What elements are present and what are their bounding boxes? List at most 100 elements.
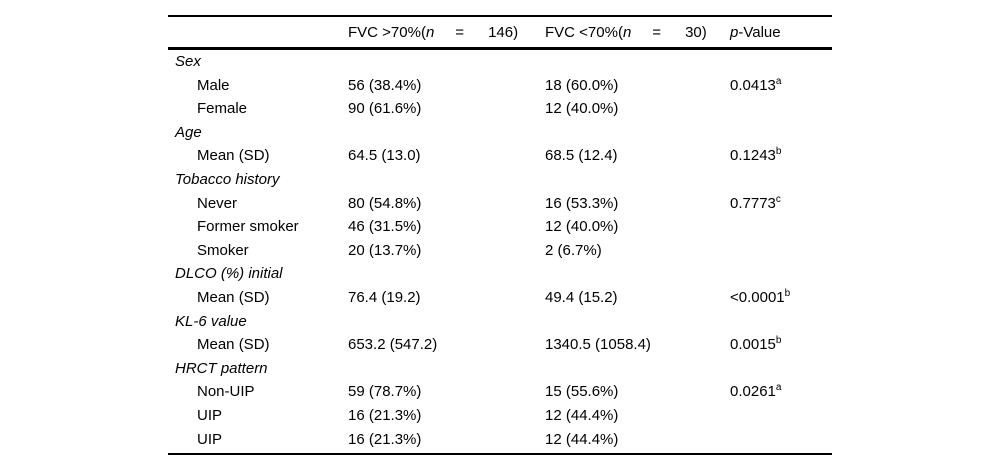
table-row: Mean (SD) 64.5 (13.0) 68.5 (12.4) 0.1243… bbox=[168, 144, 832, 168]
p-value-cell: 0.1243b bbox=[730, 144, 832, 168]
row-label-cell: Age bbox=[168, 121, 348, 145]
fvc-lt70-value: 1340.5 (1058.4) bbox=[545, 336, 651, 354]
fvc-gt70-value: 56 (38.4%) bbox=[348, 76, 422, 94]
row-label: Never bbox=[197, 194, 238, 212]
p-value-cell: <0.0001b bbox=[730, 286, 832, 310]
fvc-gt70-value: 59 (78.7%) bbox=[348, 383, 422, 401]
p-value-cell: 0.7773c bbox=[730, 192, 832, 216]
row-label: UIP bbox=[197, 406, 223, 424]
row-label-cell: Mean (SD) bbox=[168, 286, 348, 310]
header-p-rest: -Value bbox=[738, 23, 781, 41]
table-body: Sex Male 56 (38.4%) 18 (60.0%) 0.0413a F… bbox=[168, 50, 832, 451]
table-row: Mean (SD) 76.4 (19.2) 49.4 (15.2) <0.000… bbox=[168, 286, 832, 310]
fvc-lt70-value: 12 (44.4%) bbox=[545, 430, 619, 448]
table-row: Never 80 (54.8%) 16 (53.3%) 0.7773c bbox=[168, 192, 832, 216]
p-value-superscript: b bbox=[784, 287, 791, 299]
row-label: Mean (SD) bbox=[197, 147, 270, 165]
row-label-cell: UIP bbox=[168, 404, 348, 428]
table-row: Female 90 (61.6%) 12 (40.0%) bbox=[168, 97, 832, 121]
row-label-cell: Mean (SD) bbox=[168, 144, 348, 168]
row-label: Female bbox=[197, 100, 248, 118]
fvc-gt70-value: 653.2 (547.2) bbox=[348, 336, 438, 354]
row-label: UIP bbox=[197, 430, 223, 448]
row-label-cell: Sex bbox=[168, 50, 348, 74]
characteristics-table: FVC >70%(n = 146) FVC <70%(n = 30) p-Value S… bbox=[168, 15, 832, 456]
row-label-cell: Tobacco history bbox=[168, 168, 348, 192]
table-row: UIP 16 (21.3%) 12 (44.4%) bbox=[168, 428, 832, 452]
p-value: <0.0001 bbox=[730, 288, 785, 306]
row-label: Tobacco history bbox=[175, 170, 280, 188]
header-p-italic: p bbox=[730, 23, 739, 41]
header-fvc-lt70-count: 30) bbox=[685, 23, 707, 41]
row-label: Mean (SD) bbox=[197, 336, 270, 354]
fvc-lt70-value: 12 (40.0%) bbox=[545, 218, 619, 236]
p-value: 0.1243 bbox=[730, 147, 776, 165]
fvc-gt70-value: 20 (13.7%) bbox=[348, 241, 422, 259]
table-header-row: FVC >70%(n = 146) FVC <70%(n = 30) p-Value bbox=[168, 17, 832, 47]
row-label-cell: Male bbox=[168, 74, 348, 98]
row-label-cell: KL-6 value bbox=[168, 310, 348, 334]
p-value-cell: 0.0413a bbox=[730, 74, 832, 98]
fvc-gt70-value: 46 (31.5%) bbox=[348, 218, 422, 236]
table-row: Tobacco history bbox=[168, 168, 832, 192]
p-value-superscript: a bbox=[775, 75, 782, 87]
table-row: Sex bbox=[168, 50, 832, 74]
row-label: KL-6 value bbox=[175, 312, 247, 330]
row-label-cell: Mean (SD) bbox=[168, 333, 348, 357]
table-row: Non-UIP 59 (78.7%) 15 (55.6%) 0.0261a bbox=[168, 380, 832, 404]
table-header-rule bbox=[168, 47, 832, 50]
header-fvc-lt70-pre: FVC <70%( bbox=[545, 23, 623, 41]
fvc-lt70-value: 68.5 (12.4) bbox=[545, 147, 618, 165]
table-row: HRCT pattern bbox=[168, 357, 832, 381]
row-label: Male bbox=[197, 76, 230, 94]
row-label-cell: UIP bbox=[168, 428, 348, 452]
p-value-superscript: b bbox=[775, 146, 782, 158]
row-label-cell: Smoker bbox=[168, 239, 348, 263]
p-value-cell: 0.0261a bbox=[730, 380, 832, 404]
table-row: DLCO (%) initial bbox=[168, 262, 832, 286]
fvc-gt70-value: 76.4 (19.2) bbox=[348, 288, 421, 306]
p-value-superscript: a bbox=[775, 382, 782, 394]
p-value: 0.0015 bbox=[730, 336, 776, 354]
fvc-lt70-value: 12 (40.0%) bbox=[545, 100, 619, 118]
p-value: 0.7773 bbox=[730, 194, 776, 212]
fvc-gt70-value: 16 (21.3%) bbox=[348, 430, 422, 448]
table-row: Former smoker 46 (31.5%) 12 (40.0%) bbox=[168, 215, 832, 239]
header-fvc-lt70-n: n bbox=[622, 23, 632, 41]
fvc-gt70-value: 16 (21.3%) bbox=[348, 406, 422, 424]
row-label-cell: Former smoker bbox=[168, 215, 348, 239]
p-value-cell: 0.0015b bbox=[730, 333, 832, 357]
fvc-gt70-value: 90 (61.6%) bbox=[348, 100, 422, 118]
header-fvc-lt70-eq: = bbox=[652, 23, 662, 41]
fvc-gt70-value: 64.5 (13.0) bbox=[348, 147, 421, 165]
table-bottom-rule bbox=[168, 453, 832, 456]
row-label: Age bbox=[175, 123, 202, 141]
header-fvc-gt70-pre: FVC >70%( bbox=[348, 23, 426, 41]
fvc-lt70-value: 18 (60.0%) bbox=[545, 76, 619, 94]
row-label-cell: HRCT pattern bbox=[168, 357, 348, 381]
row-label: DLCO (%) initial bbox=[175, 265, 283, 283]
header-fvc-gt70-count: 146) bbox=[488, 23, 519, 41]
row-label: HRCT pattern bbox=[175, 359, 268, 377]
fvc-lt70-value: 49.4 (15.2) bbox=[545, 288, 618, 306]
fvc-gt70-value: 80 (54.8%) bbox=[348, 194, 422, 212]
row-label: Former smoker bbox=[197, 218, 299, 236]
table-row: Smoker 20 (13.7%) 2 (6.7%) bbox=[168, 239, 832, 263]
table-row: UIP 16 (21.3%) 12 (44.4%) bbox=[168, 404, 832, 428]
header-fvc-gt70: FVC >70%(n = 146) bbox=[348, 24, 545, 41]
table-top-rule bbox=[168, 15, 832, 17]
header-p-value: p-Value bbox=[730, 24, 832, 41]
row-label: Non-UIP bbox=[197, 383, 255, 401]
fvc-lt70-value: 16 (53.3%) bbox=[545, 194, 619, 212]
header-fvc-lt70: FVC <70%(n = 30) bbox=[545, 24, 730, 41]
fvc-lt70-value: 12 (44.4%) bbox=[545, 406, 619, 424]
table-row: KL-6 value bbox=[168, 310, 832, 334]
row-label-cell: Female bbox=[168, 97, 348, 121]
row-label: Mean (SD) bbox=[197, 288, 270, 306]
table-row: Age bbox=[168, 121, 832, 145]
header-fvc-gt70-eq: = bbox=[455, 23, 465, 41]
fvc-lt70-value: 2 (6.7%) bbox=[545, 241, 602, 259]
header-fvc-gt70-n: n bbox=[425, 23, 435, 41]
fvc-lt70-value: 15 (55.6%) bbox=[545, 383, 619, 401]
table-row: Male 56 (38.4%) 18 (60.0%) 0.0413a bbox=[168, 74, 832, 98]
